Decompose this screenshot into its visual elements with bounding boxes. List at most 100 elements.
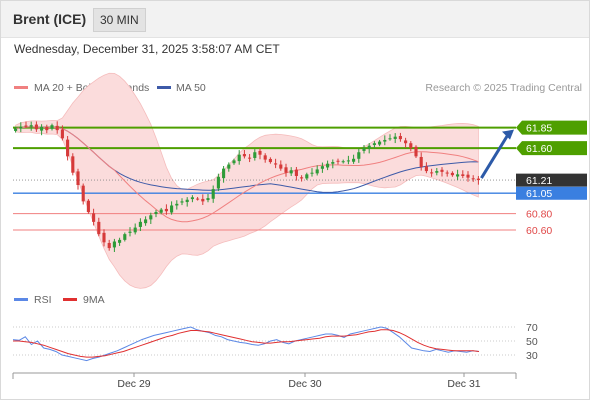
candle-body (81, 185, 85, 202)
candle-body (144, 219, 148, 224)
candle-body (180, 201, 184, 203)
candle-body (232, 160, 236, 164)
candle-body (294, 169, 298, 176)
rsi-ma-legend-swatch (63, 298, 77, 301)
candle-body (196, 198, 200, 200)
level-badge-resistance (516, 120, 587, 135)
timeframe-button[interactable]: 30 MIN (93, 8, 146, 32)
forecast-arrow-group (480, 129, 514, 179)
rsi-line (12, 326, 480, 362)
candle-body (331, 162, 335, 164)
candle-body (357, 152, 361, 159)
rsi-panel: 30 50 70 (12, 322, 538, 362)
candle-body (471, 178, 475, 180)
candle-body (190, 197, 194, 200)
candle-body (19, 126, 23, 129)
rsi-tick-label: 30 (526, 350, 538, 362)
candle-body (435, 171, 439, 173)
candle-body (378, 141, 382, 145)
candle-body (284, 167, 288, 173)
candle-body (445, 172, 449, 174)
candle-body (430, 172, 434, 174)
candle-body (216, 176, 220, 189)
candle-body (185, 199, 189, 203)
candle-body (118, 239, 122, 243)
candle-body (40, 126, 44, 131)
x-tick-label: Dec 30 (288, 378, 321, 390)
candle-body (367, 145, 371, 149)
candle-body (170, 205, 174, 213)
candle-body (461, 174, 465, 176)
candle-body (248, 157, 252, 159)
candle-body (92, 213, 96, 222)
candle-body (414, 146, 418, 157)
candle-body (206, 198, 210, 201)
ma50-legend-swatch (157, 86, 171, 89)
forecast-arrow (480, 133, 510, 179)
level-label-pivot: 61.05 (526, 188, 552, 200)
candle-body (242, 154, 246, 157)
candle-body (211, 189, 215, 199)
rsi-ma-legend-label: 9MA (83, 294, 105, 306)
symbol-title: Brent (ICE) (13, 11, 87, 27)
candle-body (50, 125, 54, 129)
candle-body (326, 163, 330, 168)
candle-body (258, 150, 262, 155)
candle-body (34, 124, 38, 130)
candle-body (149, 215, 153, 220)
candle-body (268, 158, 272, 163)
candle-body (107, 242, 111, 249)
candle-body (24, 125, 28, 127)
candle-body (128, 231, 132, 233)
level-label-resistance: 61.85 (526, 123, 552, 135)
candles (14, 121, 480, 252)
candle-body (164, 208, 168, 212)
candle-body (398, 136, 402, 140)
rsi-legend-label: RSI (34, 294, 52, 306)
candle-body (227, 164, 231, 169)
candle-body (419, 156, 423, 167)
candle-body (424, 166, 428, 172)
x-axis-ticks: Dec 29 Dec 30 Dec 31 (117, 373, 481, 390)
candle-body (456, 174, 460, 177)
candle-body (450, 172, 454, 176)
candle-body (253, 152, 257, 158)
ma20-line (15, 126, 479, 223)
level-label-current: 61.21 (526, 175, 552, 187)
candle-body (222, 168, 226, 179)
candle-body (393, 136, 397, 139)
level-badge-resistance (516, 141, 587, 156)
forecast-arrow-head (502, 129, 514, 140)
candle-body (476, 178, 480, 181)
candle-body (133, 227, 137, 233)
x-tick-label: Dec 29 (117, 378, 150, 390)
candle-body (86, 200, 90, 213)
candle-body (274, 163, 278, 165)
level-badge-pivot (516, 186, 587, 200)
candle-body (310, 172, 314, 174)
rsi-legend-swatch (14, 298, 28, 301)
candle-body (263, 155, 267, 160)
candle-body (341, 161, 345, 163)
candle-body (14, 128, 18, 131)
candle-body (175, 203, 179, 206)
candle-body (102, 232, 106, 243)
candle-body (383, 139, 387, 142)
level-label-resistance: 61.60 (526, 143, 552, 155)
rsi-tick-label: 70 (526, 322, 538, 334)
bollinger-band-area (15, 72, 479, 289)
candle-body (45, 126, 49, 131)
candle-body (404, 140, 408, 144)
candle-body (66, 139, 70, 157)
candle-body (300, 177, 304, 179)
ma20-legend-swatch (14, 86, 28, 89)
level-label-support: 60.60 (526, 225, 552, 237)
candle-body (154, 212, 158, 214)
copyright-label: Research © 2025 Trading Central (425, 82, 582, 94)
candle-body (346, 160, 350, 162)
candle-body (336, 160, 340, 162)
rsi-tick-label: 50 (526, 336, 538, 348)
